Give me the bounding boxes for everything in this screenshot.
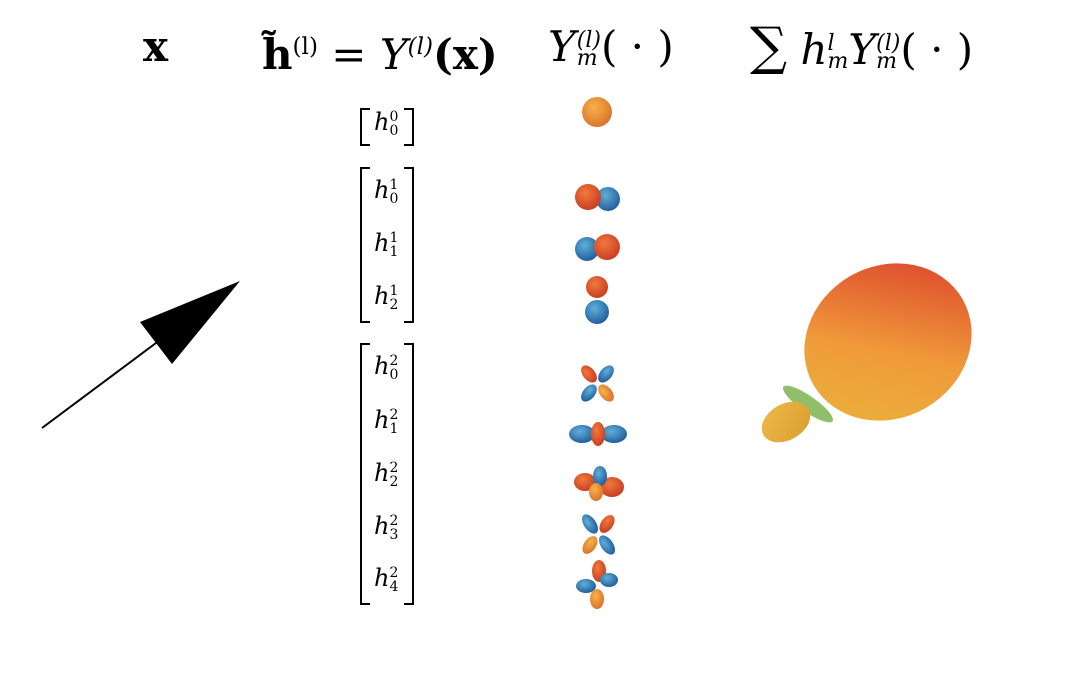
- harmonic-l1-m0-icon: [575, 184, 620, 211]
- bracket-degree-2: [360, 343, 414, 605]
- embedding-equation: h̃(l) = Y(l)(x): [262, 30, 498, 79]
- harmonic-l2-m1-icon: [569, 422, 627, 446]
- harmonic-l1-m1-icon: [575, 234, 620, 261]
- input-vector-arrow: [41, 281, 240, 429]
- bracket-degree-0: [360, 108, 414, 146]
- weighted-sum-shape-icon: [761, 263, 972, 443]
- bracket-degree-1: [360, 167, 414, 323]
- harmonic-l2-m2-icon: [574, 466, 624, 501]
- input-vector-label: x: [143, 22, 169, 71]
- basis-function-label: Y (l) m( · ): [548, 22, 674, 71]
- harmonic-l2-m4-icon: [576, 560, 618, 609]
- weighted-sum-label: ∑ h l m Y (l) m( · ): [750, 17, 974, 77]
- harmonic-l2-m3-icon: [582, 514, 615, 555]
- harmonic-l2-m0-icon: [581, 365, 614, 402]
- harmonic-l0-m0-icon: [582, 97, 612, 127]
- harmonic-l1-m2-icon: [585, 276, 609, 324]
